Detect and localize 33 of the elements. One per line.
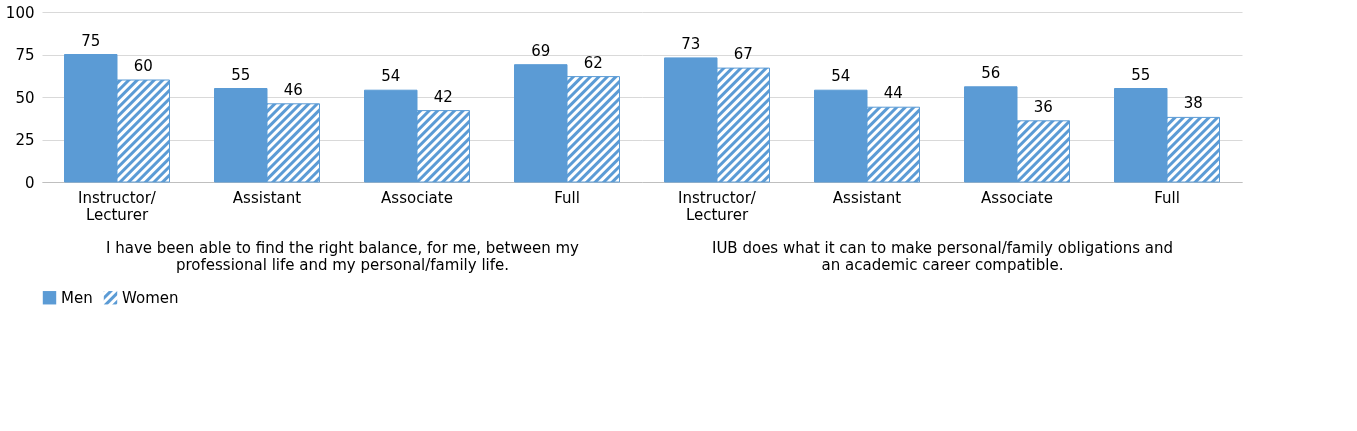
data-label: 69 xyxy=(531,41,551,60)
x-axis-title: I have been able to find the right balance, for me, between my professional life and my personal/family life. xyxy=(106,238,580,274)
x-tick-label: Instructor/ Lecturer xyxy=(678,188,757,224)
x-tick-label: Full xyxy=(554,188,580,207)
data-label: 38 xyxy=(1183,94,1203,113)
data-label: 75 xyxy=(81,31,101,50)
y-tick-label: 100 xyxy=(5,3,35,22)
x-tick-label: Associate xyxy=(381,188,453,207)
y-tick-label: 75 xyxy=(15,46,35,64)
legend-label: Women xyxy=(122,288,179,307)
data-label: 54 xyxy=(381,67,401,86)
x-tick-label: Assistant xyxy=(832,188,902,207)
data-label: 55 xyxy=(231,65,251,84)
y-tick-label: 25 xyxy=(15,131,35,149)
data-label: 54 xyxy=(831,67,851,86)
x-tick-label: Instructor/ Lecturer xyxy=(78,188,157,224)
y-tick-label: 50 xyxy=(15,88,35,107)
x-tick-label: Associate xyxy=(981,188,1053,207)
data-label: 42 xyxy=(433,87,453,106)
data-label: 62 xyxy=(583,53,603,72)
legend-label: Men xyxy=(61,288,93,307)
data-label: 60 xyxy=(133,57,153,75)
data-label: 44 xyxy=(883,84,903,103)
data-label: 46 xyxy=(283,80,303,99)
data-label: 56 xyxy=(981,63,1001,82)
data-label: 67 xyxy=(733,45,753,64)
x-tick-label: Full xyxy=(1154,188,1180,207)
data-label: 36 xyxy=(1033,97,1053,116)
x-axis-title: IUB does what it can to make personal/family obligations and an academic career compatible. xyxy=(711,238,1174,274)
y-tick-label: 0 xyxy=(24,173,35,192)
data-label: 73 xyxy=(681,34,701,53)
x-tick-label: Assistant xyxy=(232,188,302,207)
data-label: 55 xyxy=(1131,65,1151,84)
